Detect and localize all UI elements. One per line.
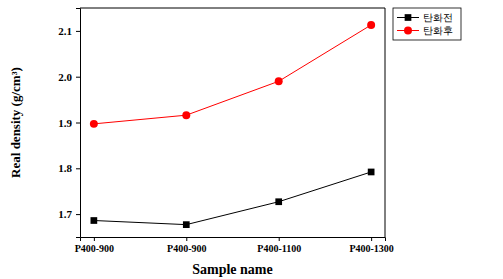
x-tick-label: P400-900	[167, 243, 206, 254]
y-tick: 2.0	[58, 71, 80, 83]
legend-label: 탄화전	[423, 12, 453, 23]
series-marker	[183, 221, 190, 228]
frame-right	[385, 8, 386, 237]
x-tick-label: P400-1100	[257, 243, 301, 254]
x-axis-title: Sample name	[192, 262, 273, 277]
y-tick: 2.1	[58, 25, 80, 37]
series-marker	[90, 120, 98, 128]
series-marker	[182, 111, 190, 119]
series-line	[94, 25, 371, 124]
legend-marker	[404, 27, 412, 35]
legend-box	[393, 8, 461, 40]
x-tick-mark	[371, 237, 372, 241]
x-tick-mark	[186, 237, 187, 241]
y-tick-mark	[76, 168, 80, 169]
y-tick-mark	[76, 77, 80, 78]
y-tick-label: 1.7	[58, 208, 72, 220]
legend-label: 탄화후	[423, 25, 453, 36]
y-tick-mark	[76, 31, 80, 32]
chart: 1.7 1.8 1.9 2.0 2.1 P400-900 P400-900 P400-1100…	[0, 0, 503, 279]
y-tick-label: 2.1	[58, 25, 72, 37]
y-tick-label: 2.0	[58, 71, 72, 83]
x-tick-label: P400-900	[75, 243, 114, 254]
x-tick-mark	[94, 237, 95, 241]
x-axis: P400-900 P400-900 P400-1100 P400-1300	[75, 237, 394, 254]
x-tick-label: P400-1300	[349, 243, 393, 254]
y-tick: 1.7	[58, 208, 80, 220]
plot: 1.7 1.8 1.9 2.0 2.1 P400-900 P400-900 P400-1100…	[58, 8, 394, 254]
series-marker	[368, 169, 375, 176]
y-tick-mark	[76, 214, 80, 215]
legend-marker	[405, 14, 412, 21]
series-marker	[275, 77, 283, 85]
x-tick: P400-900	[75, 237, 114, 254]
y-tick-label: 1.8	[58, 162, 72, 174]
y-axis: 1.7 1.8 1.9 2.0 2.1	[58, 9, 80, 238]
y-tick-mark	[76, 123, 80, 124]
series-marker	[91, 217, 98, 224]
legend: 탄화전탄화후	[393, 8, 461, 40]
y-tick: 1.9	[58, 117, 80, 129]
series-marker	[367, 21, 375, 29]
y-axis-title: Real density (g/cm³)	[8, 67, 23, 178]
y-tick-label: 1.9	[58, 117, 72, 129]
x-tick: P400-1100	[257, 237, 301, 254]
y-axis-line	[76, 9, 81, 238]
x-axis-line	[81, 238, 386, 242]
frame-top	[80, 8, 385, 9]
x-tick-mark	[279, 237, 280, 241]
x-tick: P400-900	[167, 237, 206, 254]
x-tick: P400-1300	[349, 237, 393, 254]
series-marker	[275, 198, 282, 205]
series-line	[94, 172, 371, 225]
y-tick: 1.8	[58, 162, 80, 174]
marks	[90, 21, 375, 228]
